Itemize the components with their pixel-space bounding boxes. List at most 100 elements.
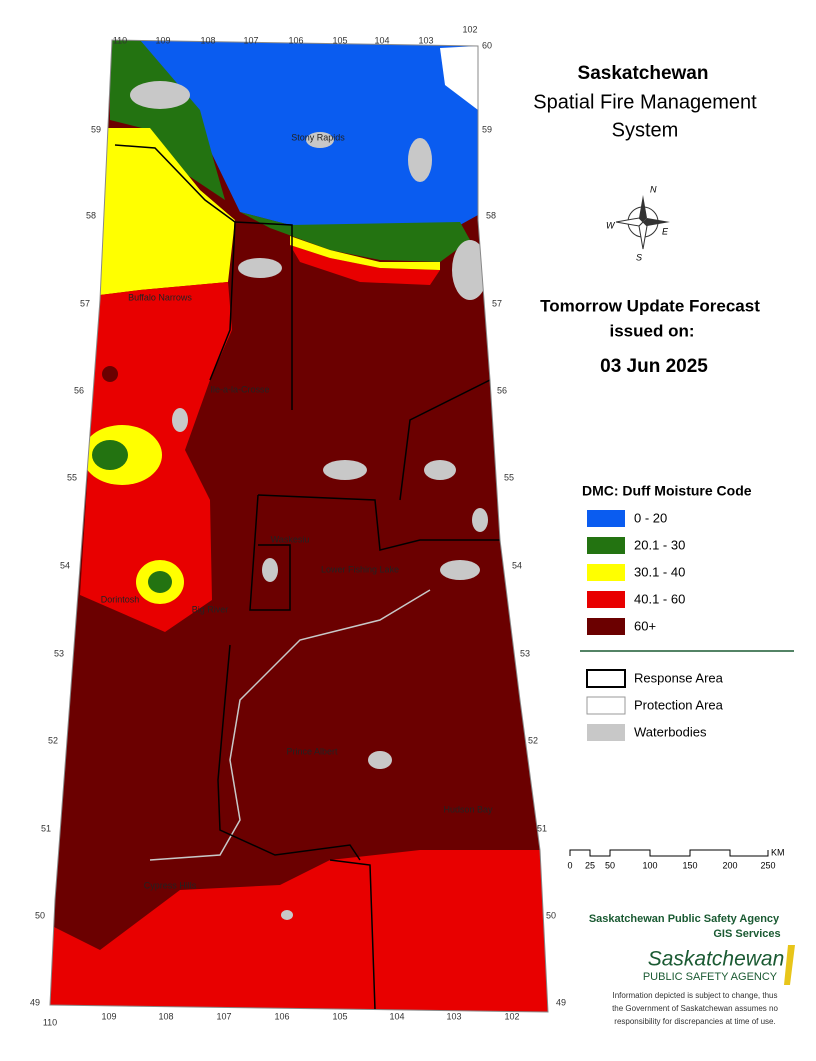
compass-w: W <box>606 220 616 230</box>
no-data <box>440 46 478 110</box>
latitude-label: 49 <box>30 997 40 1007</box>
longitude-label: 109 <box>155 35 170 45</box>
latitude-label: 57 <box>492 298 502 308</box>
scale-unit: KM <box>771 847 785 857</box>
subtitle: Spatial Fire Management <box>533 91 757 113</box>
place-label: Lower Fishing Lake <box>321 564 399 574</box>
latitude-label: 57 <box>80 298 90 308</box>
latitude-label: 59 <box>91 124 101 134</box>
boundary-legend: Response Area Protection Area Waterbodie… <box>586 669 724 741</box>
latitude-label: 55 <box>67 472 77 482</box>
legend-swatch <box>587 510 625 527</box>
dmc-0-20 <box>135 40 478 225</box>
compass-s: S <box>636 252 642 262</box>
latitude-label: 51 <box>41 823 51 833</box>
legend-label: Response Area <box>634 670 724 685</box>
latitude-label: 51 <box>537 823 547 833</box>
dmc-20-30 <box>148 571 172 593</box>
place-labels: Stony Rapids Buffalo Narrows Ile-a-la-Cros… <box>101 132 493 890</box>
legend-label: 20.1 - 30 <box>634 537 685 552</box>
longitude-label: 109 <box>101 1011 116 1021</box>
legend: 0 - 20 20.1 - 30 30.1 - 40 40.1 - 60 60+ <box>587 510 685 635</box>
scale-label: 150 <box>682 860 697 870</box>
scale-label: 25 <box>585 860 595 870</box>
dmc-30-40 <box>100 128 235 295</box>
forecast-heading: issued on: <box>609 321 694 340</box>
logo-sub: PUBLIC SAFETY AGENCY <box>643 971 778 983</box>
scale-label: 250 <box>760 860 775 870</box>
longitude-label: 105 <box>332 35 347 45</box>
longitude-label: 105 <box>332 1011 347 1021</box>
compass-e: E <box>662 226 669 236</box>
compass-n: N <box>650 184 657 194</box>
longitude-label: 106 <box>274 1011 289 1021</box>
latitude-label: 55 <box>504 472 514 482</box>
latitude-label: 58 <box>86 210 96 220</box>
place-label: Prince Albert <box>286 746 338 756</box>
agency: Saskatchewan Public Safety Agency <box>589 913 780 925</box>
scale-bar: 0 25 50 100 150 200 250 KM <box>567 847 784 870</box>
longitude-label: 108 <box>158 1011 173 1021</box>
legend-title: DMC: Duff Moisture Code <box>582 483 752 499</box>
latitude-label: 52 <box>528 735 538 745</box>
latitude-label: 58 <box>486 210 496 220</box>
scale-label: 200 <box>722 860 737 870</box>
latitude-labels: 60 59 59 58 58 57 57 56 56 55 55 54 54 53 53 52 52 51 51 50… <box>30 40 566 1007</box>
dmc-30-40 <box>290 236 440 270</box>
longitude-label: 102 <box>504 1011 519 1021</box>
agency-unit: GIS Services <box>713 928 780 940</box>
longitude-labels: 110 110 109 109 108 108 107 107 106 106 105 105 104 1… <box>43 24 520 1027</box>
latitude-label: 49 <box>556 997 566 1007</box>
compass: N E S W <box>606 184 670 262</box>
dmc-20-30 <box>110 40 225 200</box>
dmc-20-30 <box>92 440 128 470</box>
legend-label: Protection Area <box>634 697 724 712</box>
place-label: Stony Rapids <box>291 132 345 142</box>
legend-label: Waterbodies <box>634 724 707 739</box>
dmc-20-30 <box>240 212 470 262</box>
longitude-label: 110 <box>43 1017 57 1027</box>
longitude-label: 108 <box>200 35 215 45</box>
legend-label: 0 - 20 <box>634 510 667 525</box>
province-map <box>50 40 548 1012</box>
province-outline <box>49 39 549 1013</box>
forecast-heading: Tomorrow Update Forecast <box>540 296 760 315</box>
scale-label: 100 <box>642 860 657 870</box>
longitude-label: 107 <box>243 35 258 45</box>
latitude-label: 56 <box>497 385 507 395</box>
scale-label: 50 <box>605 860 615 870</box>
legend-swatch <box>587 591 625 608</box>
place-label: Big River <box>192 604 229 614</box>
longitude-label: 104 <box>389 1011 404 1021</box>
place-label: Hudson Bay <box>443 804 493 814</box>
latitude-label: 53 <box>520 648 530 658</box>
legend-label: 30.1 - 40 <box>634 564 685 579</box>
title: Saskatchewan <box>578 63 709 84</box>
latitude-label: 60 <box>482 40 492 50</box>
dmc-40-60 <box>50 850 548 1012</box>
longitude-label: 106 <box>288 35 303 45</box>
longitude-label: 107 <box>216 1011 231 1021</box>
logo-name: Saskatchewan <box>648 948 785 971</box>
latitude-label: 54 <box>60 560 70 570</box>
longitude-label: 102 <box>462 24 477 34</box>
latitude-label: 50 <box>546 910 556 920</box>
forecast-date: 03 Jun 2025 <box>600 356 708 377</box>
latitude-label: 53 <box>54 648 64 658</box>
place-label: Dorintosh <box>101 594 140 604</box>
latitude-label: 54 <box>512 560 522 570</box>
latitude-label: 52 <box>48 735 58 745</box>
place-label: Buffalo Narrows <box>128 292 192 302</box>
legend-label: 60+ <box>634 618 656 633</box>
dmc-60-plus <box>102 366 118 382</box>
waterbodies <box>130 81 488 920</box>
latitude-label: 50 <box>35 910 45 920</box>
longitude-label: 104 <box>374 35 389 45</box>
disclaimer: the Government of Saskatchewan assumes n… <box>612 1004 778 1013</box>
longitude-label: 103 <box>446 1011 461 1021</box>
place-label: Ile-a-la-Crosse <box>210 384 269 394</box>
place-label: Cypress Hills <box>144 880 197 890</box>
latitude-label: 56 <box>74 385 84 395</box>
